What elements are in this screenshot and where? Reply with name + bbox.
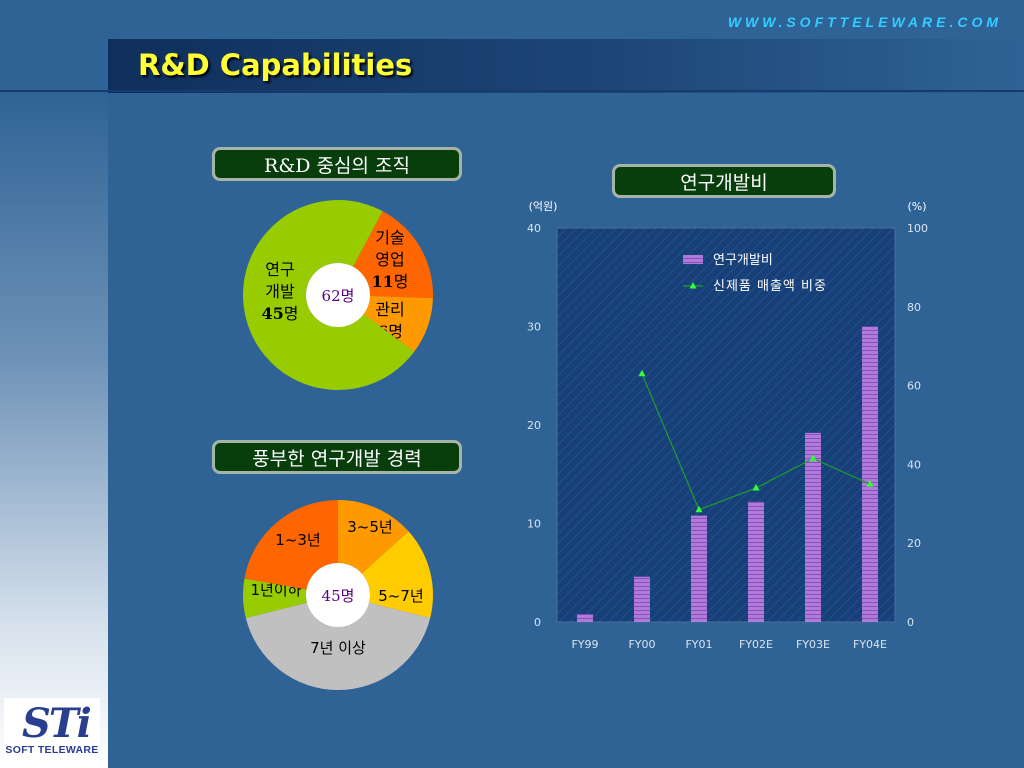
title-bar <box>108 39 1024 93</box>
x-tick-FY99: FY99 <box>571 638 598 651</box>
career-pie-title: 풍부한 연구개발 경력 <box>212 440 462 474</box>
org-slice-2-value: 45명 <box>262 304 299 323</box>
y-left-tick-3: 30 <box>527 321 541 334</box>
career-slice-3 <box>243 578 307 618</box>
org-slice-1-label-0: 관리 <box>375 300 404 319</box>
logo-text: SOFT TELEWARE <box>5 744 99 756</box>
career-slice-2-label: 7년 이상 <box>310 639 366 657</box>
org-slice-0-label-0: 기술 <box>375 228 404 247</box>
legend-bar-swatch <box>683 255 703 264</box>
org-slice-0-value: 11명 <box>372 272 409 291</box>
org-pie-chart: 기술영업11명관리6명연구개발45명62명 <box>243 200 433 391</box>
org-slice-1 <box>363 296 433 352</box>
y-left-tick-0: 0 <box>534 616 541 629</box>
career-slice-0 <box>338 500 409 574</box>
org-pie-center-label: 62명 <box>322 287 355 305</box>
career-slice-1-label: 5~7년 <box>378 587 423 605</box>
plot-area <box>556 227 896 623</box>
career-slice-4 <box>244 500 338 590</box>
bar-FY04E <box>862 326 878 622</box>
career-pie-center <box>306 563 370 627</box>
x-tick-FY04E: FY04E <box>853 638 887 651</box>
x-tick-FY03E: FY03E <box>796 638 830 651</box>
career-slice-2 <box>245 602 431 691</box>
bar-FY03E <box>805 432 821 622</box>
x-tick-FY00: FY00 <box>628 638 655 651</box>
y-left-tick-2: 20 <box>527 419 541 432</box>
line-point-FY04E <box>866 480 874 487</box>
bar-FY00 <box>634 576 650 622</box>
left-gradient-strip <box>0 93 108 768</box>
y-right-tick-4: 80 <box>907 301 921 314</box>
org-slice-2-label-0: 연구 <box>265 260 294 279</box>
career-slice-4-label: 1~3년 <box>275 531 320 549</box>
rd-cost-chart-title: 연구개발비 <box>612 164 836 198</box>
y-left-unit: (억원) <box>529 200 558 213</box>
org-slice-0-label-1: 영업 <box>375 250 404 269</box>
y-left-tick-4: 40 <box>527 222 541 235</box>
org-slice-2 <box>243 200 415 391</box>
header-divider <box>0 90 1024 92</box>
legend-line-marker <box>689 282 697 289</box>
org-slice-2-label-1: 개발 <box>265 282 295 301</box>
y-left-tick-1: 10 <box>527 518 541 531</box>
x-tick-FY02E: FY02E <box>739 638 773 651</box>
y-right-tick-0: 0 <box>907 616 914 629</box>
y-right-tick-2: 40 <box>907 458 921 471</box>
x-tick-FY01: FY01 <box>685 638 712 651</box>
line-point-FY03E <box>809 454 817 461</box>
org-pie-title: R&D 중심의 조직 <box>212 147 462 181</box>
y-right-tick-5: 100 <box>907 222 928 235</box>
org-pie-center <box>306 263 370 327</box>
website-link[interactable]: WWW.SOFTTELEWARE.COM <box>727 14 1002 30</box>
rd-cost-combo-chart: 0 10 20 30 40 0 20 40 60 80 100 (억원) (%) FY99 FY00 FY01… <box>527 200 928 651</box>
bar-FY01 <box>691 515 707 622</box>
line-point-FY02E <box>752 484 760 491</box>
line-point-FY01 <box>695 505 703 513</box>
career-pie-center-label: 45명 <box>322 587 355 605</box>
logo-mark: STi <box>22 700 92 747</box>
bar-FY02E <box>748 501 764 622</box>
company-logo: STi SOFT TELEWARE <box>4 698 100 764</box>
y-right-unit: (%) <box>907 200 926 213</box>
org-slice-0 <box>353 211 433 299</box>
line-point-FY00 <box>638 369 646 377</box>
page-title: R&D Capabilities <box>138 48 413 82</box>
career-slice-1 <box>361 531 433 618</box>
legend-bar-label: 연구개발비 <box>713 253 773 268</box>
legend-line-label: 신제품 매출액 비중 <box>713 279 827 294</box>
bar-FY99 <box>577 614 593 622</box>
career-slice-0-label: 3~5년 <box>347 518 392 536</box>
y-right-tick-3: 60 <box>907 380 921 393</box>
y-right-tick-1: 20 <box>907 537 921 550</box>
